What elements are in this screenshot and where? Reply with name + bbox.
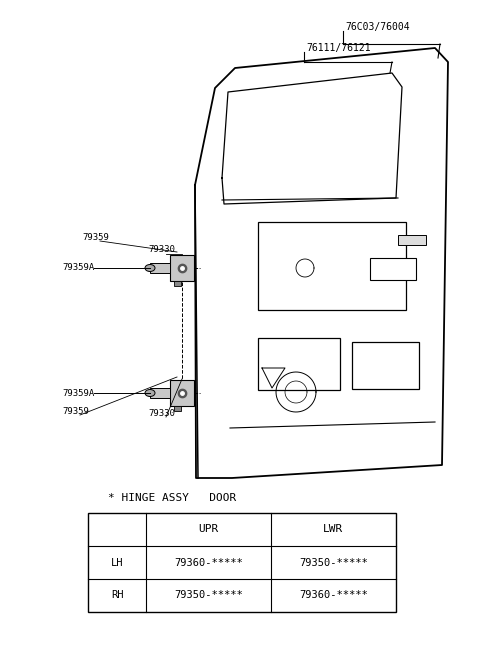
- Text: RH: RH: [111, 591, 123, 600]
- Text: 79330: 79330: [148, 246, 175, 254]
- Text: 79350-*****: 79350-*****: [174, 591, 243, 600]
- Text: UPR: UPR: [198, 524, 218, 535]
- Ellipse shape: [145, 390, 155, 397]
- Bar: [174, 406, 181, 411]
- Text: 79359A: 79359A: [62, 263, 94, 273]
- Bar: [398, 235, 426, 245]
- Bar: [370, 258, 416, 280]
- Polygon shape: [150, 263, 170, 273]
- Text: 76111/76121: 76111/76121: [306, 43, 371, 53]
- Bar: [258, 338, 340, 390]
- Text: * HINGE ASSY   DOOR: * HINGE ASSY DOOR: [108, 493, 236, 503]
- Text: 79359A: 79359A: [62, 388, 94, 397]
- Text: 79360-*****: 79360-*****: [299, 591, 368, 600]
- Bar: [352, 342, 419, 389]
- Text: LWR: LWR: [324, 524, 344, 535]
- Ellipse shape: [145, 265, 155, 271]
- Polygon shape: [170, 255, 194, 281]
- Text: LH: LH: [111, 558, 123, 568]
- Text: 79360-*****: 79360-*****: [174, 558, 243, 568]
- Bar: [258, 222, 406, 310]
- Text: 76C03/76004: 76C03/76004: [345, 22, 409, 32]
- Bar: [88, 513, 396, 612]
- Bar: [174, 281, 181, 286]
- Text: 79359: 79359: [62, 407, 89, 417]
- Text: 79359: 79359: [82, 233, 109, 242]
- Polygon shape: [170, 380, 194, 406]
- Polygon shape: [150, 388, 170, 398]
- Text: 79330: 79330: [148, 409, 175, 417]
- Text: 79350-*****: 79350-*****: [299, 558, 368, 568]
